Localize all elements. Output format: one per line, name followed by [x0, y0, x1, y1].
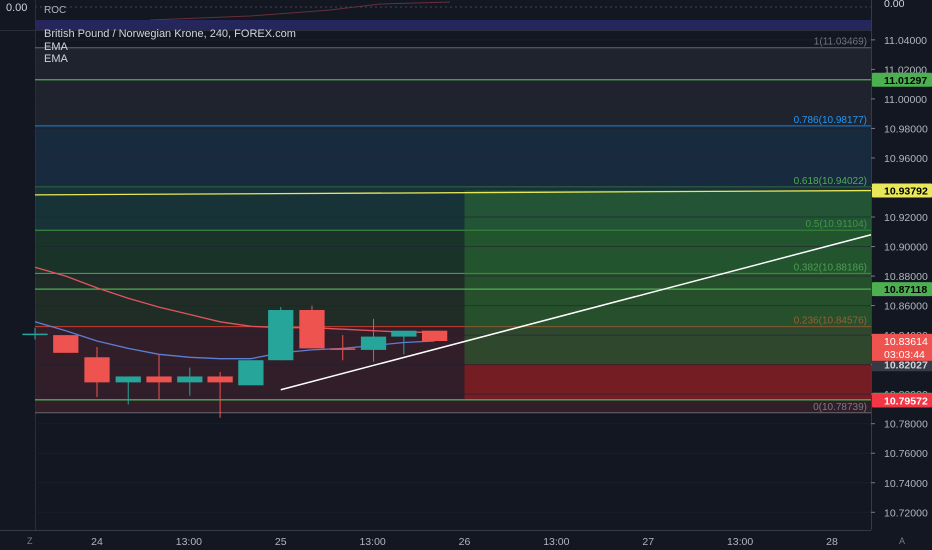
- fib-level-label: 1(11.03469): [814, 37, 867, 48]
- fib-level-label: 0.786(10.98177): [794, 115, 867, 126]
- time-axis: [0, 530, 932, 550]
- fib-zone: [35, 230, 871, 274]
- stop-price-tag: 10.79572: [884, 395, 928, 407]
- time-tick-label: 13:00: [359, 536, 385, 548]
- candle-body: [421, 330, 448, 342]
- level-price-tag-bg: [872, 72, 932, 87]
- yellow-trendline: [34, 189, 872, 196]
- fib-zone: [35, 273, 871, 327]
- price-tick-label: 11.00000: [884, 94, 927, 106]
- fib-zone: [35, 125, 871, 188]
- last-price-label: 10.83614: [884, 336, 928, 348]
- position-stop-zone: [464, 364, 871, 401]
- candle-body: [330, 348, 356, 350]
- countdown-label: 03:03:44: [884, 349, 925, 361]
- zoom-button[interactable]: Z: [27, 536, 33, 546]
- candle-body: [391, 330, 417, 337]
- candle-body: [177, 376, 203, 383]
- time-tick-label: 25: [275, 536, 287, 548]
- price-tick-label: 10.98000: [884, 123, 928, 135]
- price-tick-label: 10.90000: [884, 242, 928, 254]
- white-trendline: [280, 234, 872, 391]
- level-price-tag-bg: [872, 282, 932, 297]
- time-tick-label: 27: [642, 536, 654, 548]
- yellow-price-tag-bg: [872, 183, 932, 198]
- stop-price-tag-bg: [872, 393, 932, 408]
- fib-level-label: 0.236(10.84576): [794, 316, 867, 327]
- price-tick-label: 10.86000: [884, 301, 928, 313]
- candle-body: [53, 335, 79, 353]
- time-tick-label: 13:00: [176, 536, 202, 548]
- level-price-tag: 10.87118: [884, 284, 927, 296]
- time-tick-label: 24: [91, 536, 103, 548]
- candle-body: [299, 310, 325, 349]
- ema-fast-label[interactable]: EMA: [44, 41, 68, 53]
- fib-zone: [35, 47, 871, 126]
- last-price-bg: [872, 333, 932, 361]
- auto-scale-button[interactable]: A: [899, 536, 906, 546]
- candle-body: [360, 336, 387, 350]
- candle-body: [22, 333, 48, 336]
- fib-level-label: 0.382(10.88186): [794, 262, 867, 273]
- candle-body: [115, 376, 141, 383]
- fib-level-label: 0.618(10.94022): [794, 176, 867, 187]
- yellow-price-tag: 10.93792: [884, 186, 928, 198]
- level-price-tag: 11.01297: [884, 75, 927, 87]
- candle-body: [146, 376, 172, 383]
- price-tick-label: 10.78000: [884, 419, 928, 431]
- candle-body: [238, 360, 264, 386]
- time-tick-label: 28: [826, 536, 838, 548]
- price-tick-label: 10.96000: [884, 153, 928, 165]
- roc-zero-value: 0.00: [6, 2, 28, 14]
- price-axis: [872, 0, 932, 550]
- time-tick-label: 26: [459, 536, 471, 548]
- roc-axis-label: 0.00: [884, 0, 905, 10]
- roc-line: [149, 1, 451, 21]
- ema-slow-line: [34, 266, 435, 333]
- candle-body: [207, 376, 233, 383]
- time-tick-label: 13:00: [543, 536, 569, 548]
- entry-price-tag: 10.82027: [884, 359, 928, 371]
- ema-slow-label[interactable]: EMA: [44, 53, 68, 65]
- fib-level-label: 0.5(10.91104): [805, 219, 867, 230]
- price-tick-label: 10.74000: [884, 478, 928, 490]
- price-tick-label: 11.04000: [884, 35, 927, 47]
- roc-indicator-label[interactable]: ROC: [44, 5, 67, 16]
- price-tick-label: 10.76000: [884, 448, 928, 460]
- time-tick-label: 13:00: [727, 536, 753, 548]
- candle-body: [268, 310, 294, 361]
- symbol-title[interactable]: British Pound / Norwegian Krone, 240, FO…: [44, 28, 296, 40]
- fib-level-label: 0(10.78739): [813, 402, 867, 413]
- roc-band: [35, 20, 871, 30]
- price-tick-label: 10.92000: [884, 212, 928, 224]
- price-tick-label: 10.72000: [884, 507, 928, 519]
- candle-body: [84, 357, 110, 383]
- price-tick-label: 10.88000: [884, 271, 928, 283]
